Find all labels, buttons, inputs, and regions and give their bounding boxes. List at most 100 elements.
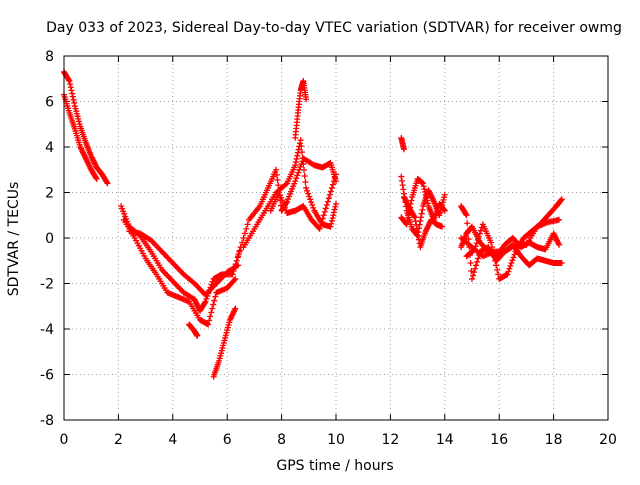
- data-point: [475, 233, 482, 240]
- data-point: [420, 180, 427, 187]
- data-point: [308, 199, 315, 206]
- data-point: [504, 271, 511, 278]
- data-point: [328, 184, 335, 191]
- x-tick-label: 6: [223, 432, 232, 448]
- data-point: [462, 211, 469, 218]
- data-point: [475, 255, 482, 262]
- data-point: [411, 214, 418, 221]
- y-tick-label: -2: [40, 277, 54, 293]
- data-point: [303, 96, 310, 103]
- data-point: [413, 225, 420, 232]
- data-point: [473, 240, 480, 247]
- grid-layer: [64, 56, 608, 420]
- y-axis-label: SDTVAR / TECUs: [6, 182, 22, 297]
- data-point: [207, 313, 214, 320]
- y-tick-label: 4: [45, 140, 54, 156]
- data-point: [327, 223, 334, 230]
- data-series-trace-10: [267, 171, 339, 232]
- data-point: [474, 236, 481, 243]
- data-point: [294, 152, 301, 159]
- x-tick-label: 2: [114, 432, 123, 448]
- data-point: [558, 196, 565, 203]
- x-tick-label: 16: [490, 432, 508, 448]
- data-point: [398, 177, 405, 184]
- data-point: [327, 188, 334, 195]
- data-point: [202, 298, 209, 305]
- data-point: [273, 171, 280, 178]
- data-point: [301, 167, 308, 174]
- data-point: [68, 87, 75, 94]
- data-point: [463, 212, 470, 219]
- data-point: [208, 309, 215, 316]
- data-point: [65, 76, 72, 83]
- data-point: [401, 146, 407, 153]
- data-point: [320, 212, 327, 219]
- data-point: [309, 202, 316, 209]
- data-point: [509, 257, 516, 264]
- chart-title: Day 033 of 2023, Sidereal Day-to-day VTE…: [46, 20, 622, 36]
- data-point: [411, 213, 418, 220]
- data-point: [324, 198, 331, 205]
- data-point: [405, 214, 412, 221]
- data-series-trace-2: [61, 91, 100, 182]
- x-axis-label: GPS time / hours: [276, 458, 393, 474]
- data-point: [306, 193, 313, 200]
- data-point: [300, 161, 307, 168]
- data-point: [488, 239, 495, 246]
- data-point: [243, 225, 250, 232]
- y-tick-labels: -8 -6 -4 -2 0 2 4 6 8: [40, 49, 54, 429]
- data-point: [556, 216, 563, 223]
- data-point: [467, 260, 474, 267]
- data-point: [477, 227, 484, 234]
- data-point: [420, 183, 427, 190]
- data-point: [205, 321, 212, 328]
- data-point: [415, 233, 422, 240]
- data-point: [297, 137, 304, 144]
- data-point: [441, 191, 448, 198]
- data-point: [464, 220, 471, 227]
- data-point: [556, 241, 563, 248]
- data-point: [328, 220, 335, 227]
- x-tick-labels: 0 2 4 6 8 10 12 14 16 18 20: [60, 432, 617, 448]
- data-point: [495, 271, 502, 278]
- data-point: [236, 248, 243, 255]
- data-point: [506, 265, 513, 272]
- data-point: [317, 222, 324, 229]
- data-point: [423, 194, 430, 201]
- data-point: [69, 90, 76, 97]
- data-point: [418, 214, 424, 221]
- data-point: [329, 181, 336, 188]
- x-tick-label: 10: [327, 432, 345, 448]
- data-point: [510, 254, 517, 261]
- data-point: [241, 230, 248, 237]
- data-point: [71, 99, 78, 106]
- data-point: [209, 305, 216, 312]
- data-point: [302, 178, 309, 185]
- data-point: [558, 260, 565, 267]
- data-point: [399, 182, 406, 189]
- data-point: [212, 293, 219, 300]
- data-point: [275, 182, 282, 189]
- data-series-trace-11: [292, 78, 310, 141]
- data-point: [414, 229, 421, 236]
- y-tick-label: -4: [40, 322, 54, 338]
- data-point: [403, 221, 410, 228]
- data-point: [511, 251, 518, 258]
- data-point: [326, 191, 333, 198]
- y-tick-label: -8: [40, 413, 54, 429]
- data-series-trace-12: [398, 134, 407, 153]
- data-point: [424, 197, 431, 204]
- data-series-trace-19: [458, 216, 563, 260]
- data-series-trace-7: [210, 305, 239, 380]
- data-point: [67, 81, 74, 88]
- plot-frame: [63, 55, 609, 421]
- data-point: [67, 84, 74, 91]
- data-point: [473, 262, 480, 269]
- data-point: [422, 188, 429, 195]
- y-tick-label: -6: [40, 368, 54, 384]
- data-point: [292, 159, 299, 166]
- data-point: [229, 271, 236, 278]
- data-point: [328, 217, 335, 224]
- data-point: [304, 187, 311, 194]
